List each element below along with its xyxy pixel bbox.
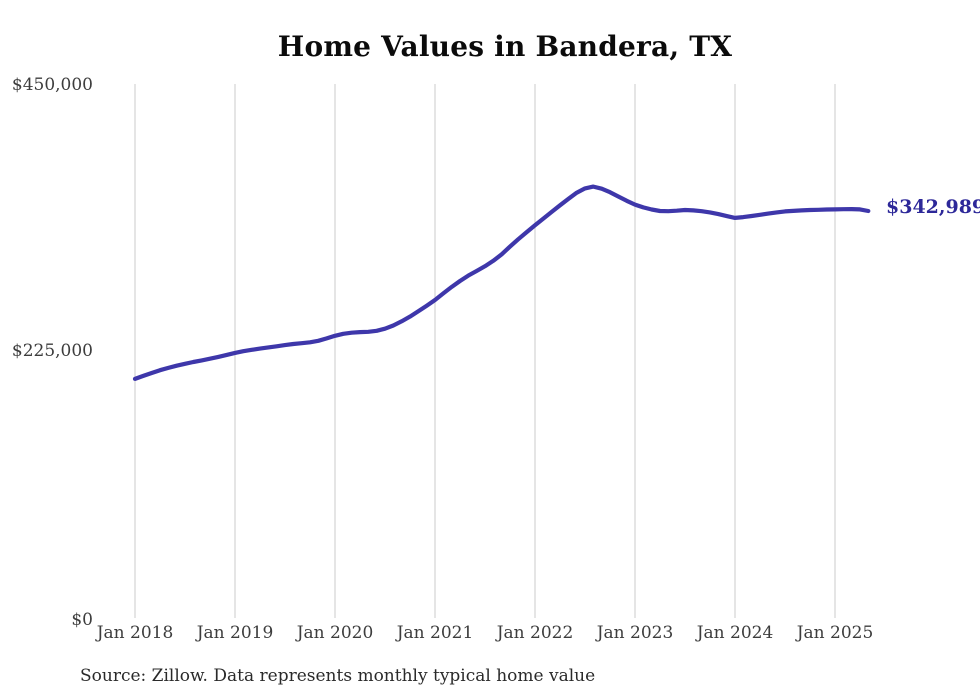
- vertical-gridlines: [134, 84, 836, 618]
- y-axis-tick-225000: $225,000: [11, 341, 93, 361]
- x-axis-tick-jan-2025: Jan 2025: [796, 623, 874, 643]
- x-axis-tick-jan-2018: Jan 2018: [96, 623, 174, 643]
- latest-value-label: $342,989: [886, 196, 980, 218]
- home-value-line-series: [132, 184, 871, 381]
- source-note: Source: Zillow. Data represents monthly …: [80, 666, 596, 686]
- x-axis-tick-jan-2022: Jan 2022: [496, 623, 574, 643]
- x-axis-tick-jan-2019: Jan 2019: [196, 623, 274, 643]
- x-axis-tick-jan-2023: Jan 2023: [596, 623, 674, 643]
- y-axis-tick-450000: $450,000: [11, 75, 93, 95]
- x-axis-tick-jan-2020: Jan 2020: [296, 623, 374, 643]
- x-axis-tick-jan-2021: Jan 2021: [396, 623, 474, 643]
- chart-title: Home Values in Bandera, TX: [277, 30, 733, 63]
- x-axis-tick-jan-2024: Jan 2024: [696, 623, 774, 643]
- y-axis-tick-0: $0: [71, 610, 93, 630]
